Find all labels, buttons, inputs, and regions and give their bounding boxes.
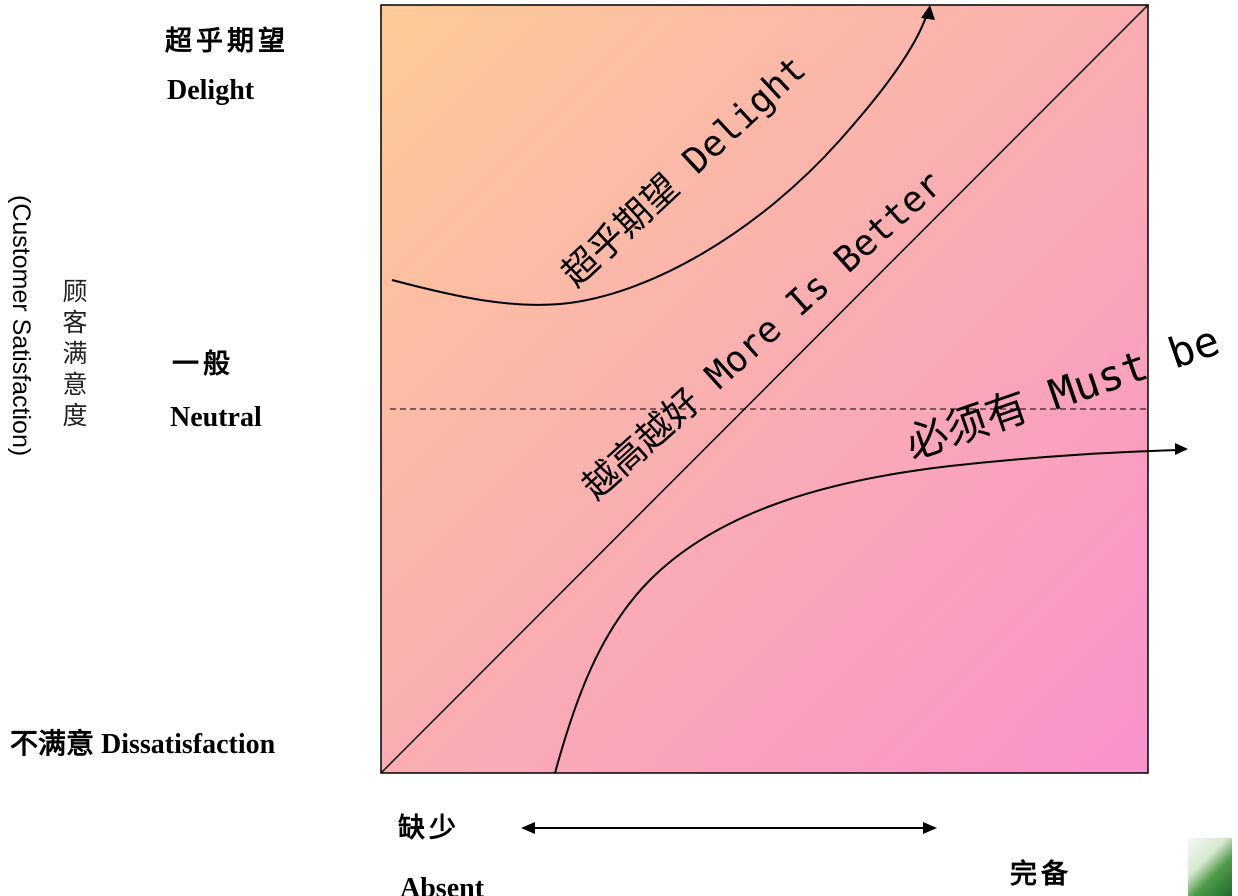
delight-curve [391,13,928,306]
dissatisfaction-label: 不满意 Dissatisfaction [10,729,276,760]
delight-label-en: Delight [167,75,255,106]
neutral-label-cn: 一般 [172,349,234,380]
more-is-better-line [380,4,1149,774]
thumbnail-image [1188,838,1232,896]
x-axis-left-arrowhead [521,822,535,834]
x-axis-complete-cn: 完备 [1010,859,1072,890]
must-be-curve [554,449,1179,774]
neutral-label-en: Neutral [170,402,262,433]
x-axis-right-arrowhead [923,822,937,834]
x-axis-absent-en: Absent [400,873,485,896]
y-axis-label-en: (Customer Satisfaction) [7,195,35,457]
delight-label-cn: 超乎期望 [165,26,289,57]
delight-arrowhead [921,5,935,20]
x-axis-absent-cn: 缺少 [398,813,460,844]
y-axis-label-cn: 顾客满意度 [59,278,88,433]
must-be-arrowhead [1175,443,1188,455]
